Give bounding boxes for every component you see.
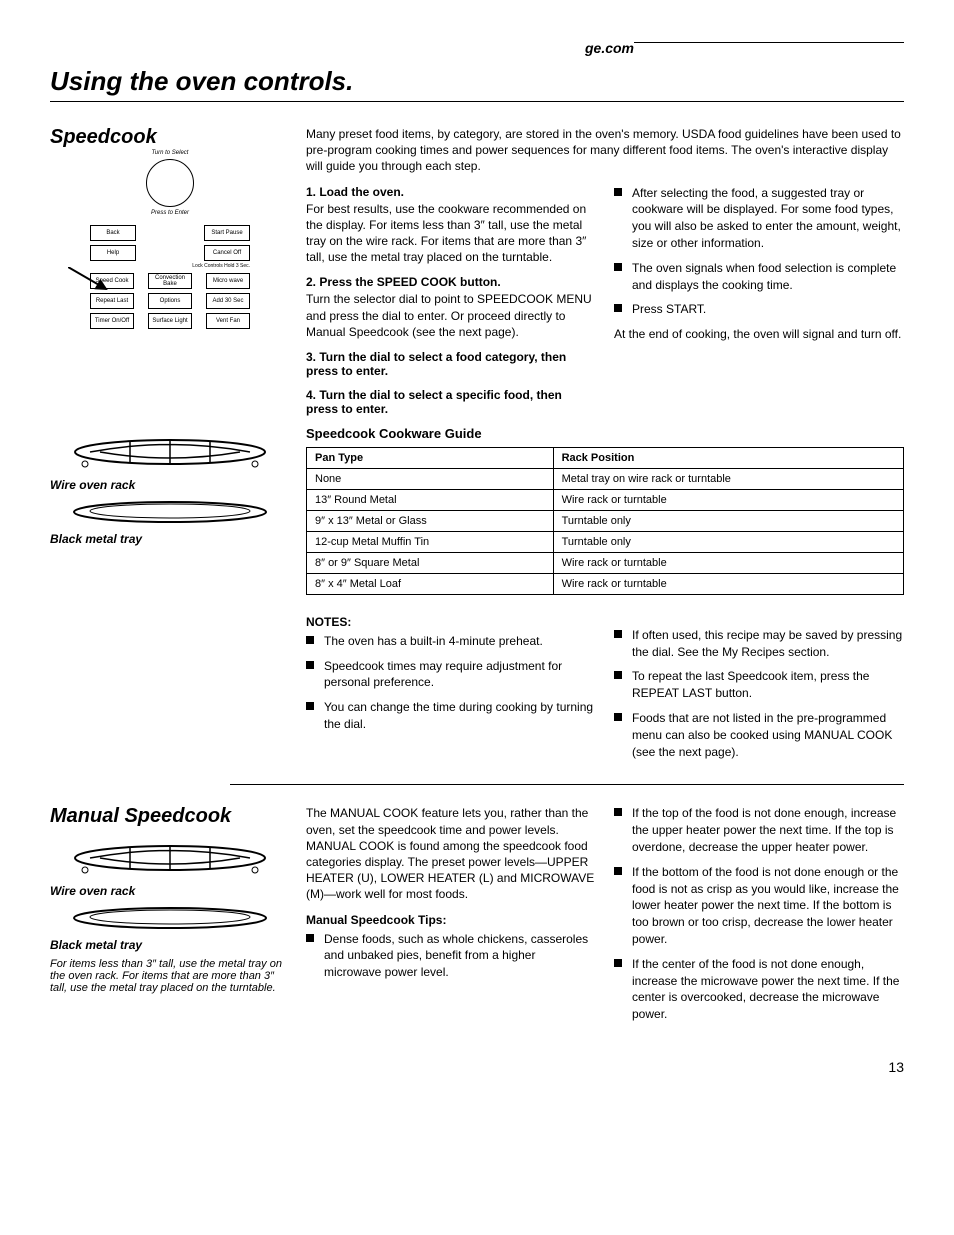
manual-tips-left: Dense foods, such as whole chickens, cas… <box>306 931 596 981</box>
panel-options-button: Options <box>148 293 192 309</box>
page-title: Using the oven controls. <box>50 66 904 97</box>
section-divider <box>230 784 904 785</box>
panel-surface-light-button: Surface Light <box>148 313 192 329</box>
note-l-2: Speedcook times may require adjustment f… <box>306 658 596 692</box>
step-note-1: After selecting the food, a suggested tr… <box>614 185 904 252</box>
manual-intro-left: The MANUAL COOK feature lets you, rather… <box>306 805 596 902</box>
panel-repeat-last-button: Repeat Last <box>90 293 134 309</box>
table-row: 13″ Round MetalWire rack or turntable <box>307 489 904 510</box>
header-rule <box>50 101 904 102</box>
page-header: ge.com Using the oven controls. <box>50 40 904 102</box>
notes-right-list: If often used, this recipe may be saved … <box>614 627 904 761</box>
panel-back-button: Back <box>90 225 136 241</box>
panel-help-button: Help <box>90 245 136 261</box>
table-cell: Turntable only <box>553 531 903 552</box>
table-row: 8″ x 4″ Metal LoafWire rack or turntable <box>307 573 904 594</box>
lock-controls-label: Lock Controls Hold 3 Sec. <box>90 263 250 269</box>
wire-rack-icon <box>70 432 270 472</box>
notes-left-list: The oven has a built-in 4-minute preheat… <box>306 633 596 733</box>
table-cell: Turntable only <box>553 510 903 531</box>
panel-microwave-button: Micro wave <box>206 273 250 289</box>
panel-speed-cook-button: Speed Cook <box>90 273 134 289</box>
metal-tray-label-2: Black metal tray <box>50 938 290 952</box>
panel-cancel-off-button: Cancel Off <box>204 245 250 261</box>
table-row: 8″ or 9″ Square MetalWire rack or turnta… <box>307 552 904 573</box>
step-1-body: For best results, use the cookware recom… <box>306 201 596 266</box>
wire-rack-label: Wire oven rack <box>50 478 290 492</box>
table-row: 9″ x 13″ Metal or GlassTurntable only <box>307 510 904 531</box>
manual-tip-1: Dense foods, such as whole chickens, cas… <box>306 931 596 981</box>
cookware-guide-title: Speedcook Cookware Guide <box>306 426 904 441</box>
note-r-3: Foods that are not listed in the pre-pro… <box>614 710 904 760</box>
manual-tips-right: If the top of the food is not done enoug… <box>614 805 904 1023</box>
panel-timer-button: Timer On/Off <box>90 313 134 329</box>
note-r-1: If often used, this recipe may be saved … <box>614 627 904 661</box>
panel-add-30-sec-button: Add 30 Sec <box>206 293 250 309</box>
manual-tray-note: For items less than 3″ tall, use the met… <box>50 958 290 994</box>
table-cell: Wire rack or turntable <box>553 573 903 594</box>
table-cell: Wire rack or turntable <box>553 489 903 510</box>
selector-dial-icon: Turn to Select Press to Enter <box>146 159 194 207</box>
control-panel-illustration: Turn to Select Press to Enter Back Start… <box>90 159 250 329</box>
table-cell: 13″ Round Metal <box>307 489 554 510</box>
site-link: ge.com <box>585 40 634 56</box>
manual-speedcook-section: Manual Speedcook Wire oven rack Black me… <box>50 805 904 1045</box>
section-title: Speedcook <box>50 126 290 149</box>
table-cell: 9″ x 13″ Metal or Glass <box>307 510 554 531</box>
step-note-3: Press START. <box>614 301 904 318</box>
cookware-guide-section: Wire oven rack Black metal tray Speedcoo… <box>50 426 904 769</box>
panel-vent-fan-button: Vent Fan <box>206 313 250 329</box>
manual-tip-r2: If the bottom of the food is not done en… <box>614 864 904 948</box>
note-l-3: You can change the time during cooking b… <box>306 699 596 733</box>
table-cell: None <box>307 468 554 489</box>
col-rack-position: Rack Position <box>553 447 903 468</box>
speedcook-steps-right: After selecting the food, a suggested tr… <box>614 185 904 418</box>
note-r-2: To repeat the last Speedcook item, press… <box>614 668 904 702</box>
table-cell: Metal tray on wire rack or turntable <box>553 468 903 489</box>
table-cell: 12-cup Metal Muffin Tin <box>307 531 554 552</box>
step-note-2: The oven signals when food selection is … <box>614 260 904 294</box>
table-cell: 8″ x 4″ Metal Loaf <box>307 573 554 594</box>
wire-rack-label-2: Wire oven rack <box>50 884 290 898</box>
col-pan-type: Pan Type <box>307 447 554 468</box>
metal-tray-icon <box>70 904 270 932</box>
table-cell: Wire rack or turntable <box>553 552 903 573</box>
table-row: NoneMetal tray on wire rack or turntable <box>307 468 904 489</box>
step-1-heading: 1. Load the oven. <box>306 185 596 199</box>
panel-start-pause-button: Start Pause <box>204 225 250 241</box>
wire-rack-icon <box>70 838 270 878</box>
manual-tips-heading: Manual Speedcook Tips: <box>306 913 596 927</box>
step-end-note: At the end of cooking, the oven will sig… <box>614 326 904 342</box>
page-number: 13 <box>888 1059 904 1075</box>
step-2-heading: 2. Press the SPEED COOK button. <box>306 275 596 289</box>
speedcook-steps-left: 1. Load the oven. For best results, use … <box>306 185 596 418</box>
manual-section-title: Manual Speedcook <box>50 805 290 828</box>
step-3-heading: 3. Turn the dial to select a food catego… <box>306 350 596 378</box>
step-2-body: Turn the selector dial to point to SPEED… <box>306 291 596 340</box>
step-4-heading: 4. Turn the dial to select a specific fo… <box>306 388 596 416</box>
table-cell: 8″ or 9″ Square Metal <box>307 552 554 573</box>
metal-tray-label: Black metal tray <box>50 532 290 546</box>
panel-convection-bake-button: Convection Bake <box>148 273 192 289</box>
notes-heading: NOTES: <box>306 615 596 629</box>
dial-bottom-label: Press to Enter <box>151 210 189 216</box>
manual-tip-r3: If the center of the food is not done en… <box>614 956 904 1023</box>
metal-tray-icon <box>70 498 270 526</box>
dial-top-label: Turn to Select <box>152 150 189 156</box>
manual-tip-r1: If the top of the food is not done enoug… <box>614 805 904 855</box>
cookware-table: Pan Type Rack Position NoneMetal tray on… <box>306 447 904 595</box>
table-row: 12-cup Metal Muffin TinTurntable only <box>307 531 904 552</box>
note-l-1: The oven has a built-in 4-minute preheat… <box>306 633 596 650</box>
speedcook-intro: Many preset food items, by category, are… <box>306 126 904 175</box>
speedcook-section: Speedcook Turn to Select Press to Enter … <box>50 126 904 418</box>
